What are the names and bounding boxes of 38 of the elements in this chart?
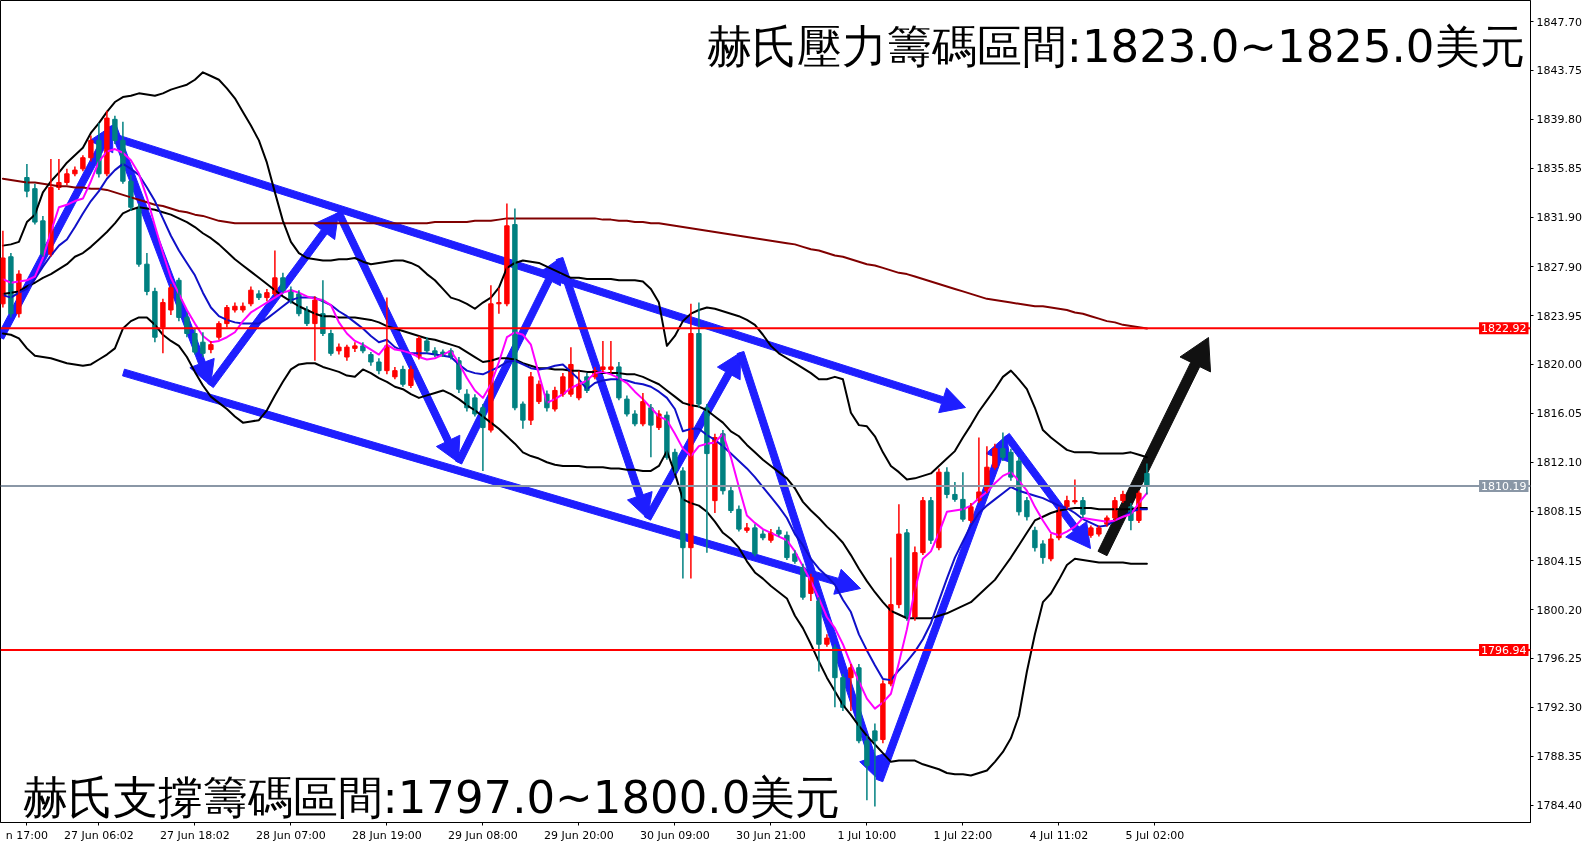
y-tick-label: 1843.75 xyxy=(1536,64,1582,78)
y-tick-label: 1784.40 xyxy=(1536,799,1582,813)
x-tick-label: n 17:00 xyxy=(5,828,48,842)
y-tick-label: 1827.90 xyxy=(1536,260,1582,274)
y-tick-label: 1812.10 xyxy=(1536,456,1582,470)
ref-line-label: 1810.19 xyxy=(1481,479,1527,493)
x-tick-label: 28 Jun 07:00 xyxy=(255,828,326,842)
line-series xyxy=(1,206,1148,620)
y-tick-label: 1839.80 xyxy=(1536,113,1582,127)
y-tick-label: 1808.15 xyxy=(1536,505,1582,519)
y-tick-label: 1792.30 xyxy=(1536,701,1582,715)
annotation: 赫氏壓力籌碼區間:1823.0~1825.0美元 xyxy=(706,20,1525,73)
y-tick-label: 1788.35 xyxy=(1536,750,1582,764)
x-tick-label: 30 Jun 09:00 xyxy=(639,828,710,842)
y-tick-label: 1823.95 xyxy=(1536,309,1582,323)
ref-line-label: 1822.92 xyxy=(1481,322,1527,336)
x-tick-label: 5 Jul 02:00 xyxy=(1125,828,1185,842)
y-tick-label: 1835.85 xyxy=(1536,162,1582,176)
y-tick-label: 1800.20 xyxy=(1536,603,1582,617)
x-tick-label: 29 Jun 20:00 xyxy=(543,828,614,842)
x-tick-label: 28 Jun 19:00 xyxy=(351,828,422,842)
y-tick-label: 1820.00 xyxy=(1536,358,1582,372)
y-tick-label: 1831.90 xyxy=(1536,211,1582,225)
ref-line-label: 1796.94 xyxy=(1481,643,1527,657)
x-tick-label: 1 Jul 22:00 xyxy=(933,828,993,842)
y-tick-label: 1847.70 xyxy=(1536,15,1582,29)
x-tick-label: 30 Jun 21:00 xyxy=(735,828,806,842)
y-tick-label: 1796.25 xyxy=(1536,652,1582,666)
annotation: 赫氏支撐籌碼區間:1797.0~1800.0美元 xyxy=(22,771,841,824)
x-tick-label: 4 Jul 11:02 xyxy=(1029,828,1089,842)
x-tick-label: 29 Jun 08:00 xyxy=(447,828,518,842)
x-tick-label: 27 Jun 06:02 xyxy=(63,828,134,842)
y-tick-label: 1804.15 xyxy=(1536,554,1582,568)
y-tick-label: 1816.05 xyxy=(1536,407,1582,421)
x-tick-label: 1 Jul 10:00 xyxy=(837,828,897,842)
line-series xyxy=(1,71,1148,481)
x-tick-label: 27 Jun 18:02 xyxy=(159,828,230,842)
candlestick xyxy=(1072,478,1078,506)
